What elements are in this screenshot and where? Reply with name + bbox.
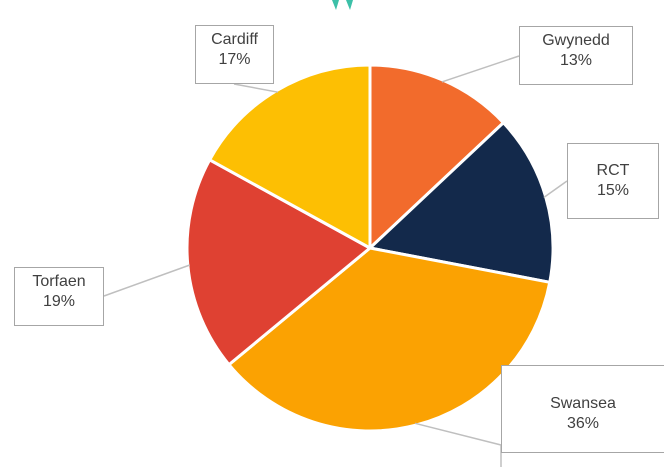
- label-value-gwynedd: 13%: [559, 52, 593, 69]
- data-label-cardiff: Cardiff 17%: [195, 25, 274, 84]
- label-value-rct: 15%: [596, 182, 630, 199]
- leader-line-cardiff: [233, 83, 279, 93]
- data-label-swansea: Swansea 36%: [501, 365, 664, 453]
- label-name-cardiff: Cardiff: [211, 31, 258, 48]
- leader-line-gwynedd: [441, 55, 520, 83]
- label-value-cardiff: 17%: [218, 51, 251, 68]
- label-name-swansea: Swansea: [550, 395, 616, 412]
- label-value-torfaen: 19%: [42, 293, 76, 310]
- leader-line-torfaen: [103, 264, 191, 297]
- data-label-gwynedd: Gwynedd 13%: [519, 26, 633, 85]
- data-label-rct: RCT 15%: [567, 143, 659, 219]
- label-name-rct: RCT: [596, 162, 630, 179]
- data-label-torfaen: Torfaen 19%: [14, 267, 104, 326]
- label-value-swansea: 36%: [566, 415, 600, 432]
- leader-line-swansea: [414, 422, 502, 467]
- leader-line-rct: [543, 180, 568, 199]
- pie-slice-swansea: [227, 246, 552, 433]
- label-name-gwynedd: Gwynedd: [542, 32, 610, 49]
- pie-slice-cardiff: [208, 63, 372, 250]
- label-name-torfaen: Torfaen: [32, 273, 86, 290]
- title-decoration: [332, 0, 353, 10]
- pie-slice-gwynedd: [368, 63, 505, 250]
